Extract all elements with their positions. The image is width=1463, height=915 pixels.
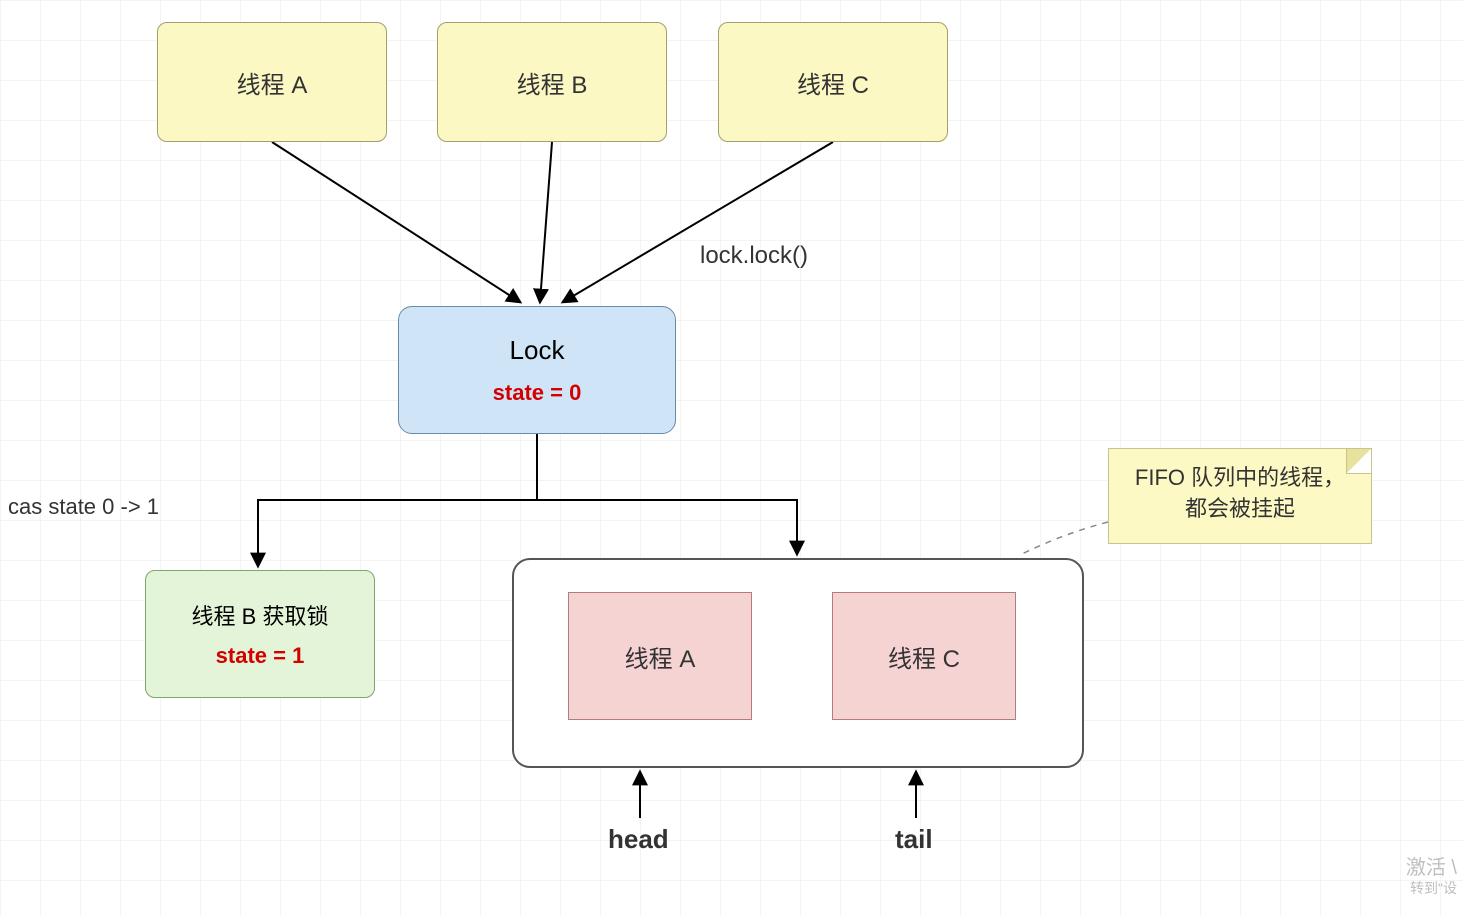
node-thread-c: 线程 C [718,22,948,142]
note-line2: 都会被挂起 [1127,494,1353,525]
edge-b_to_lock [540,142,552,302]
node-queue-thread-a: 线程 A [568,592,752,720]
node-thread-c-label: 线程 C [797,65,869,100]
edge-note_dash [1020,522,1108,555]
node-queue-c-label: 线程 C [888,639,960,674]
label-head: head [608,824,669,855]
node-lock-title: Lock [510,335,565,366]
edge-a_to_lock [272,142,520,302]
node-queue-thread-c: 线程 C [832,592,1016,720]
watermark: 激活 \ 转到"设 [1406,856,1457,897]
note-line1: FIFO 队列中的线程， [1127,463,1353,494]
label-cas-state: cas state 0 -> 1 [8,494,159,520]
node-lock-state: state = 0 [493,380,582,406]
diagram-canvas: 线程 A 线程 B 线程 C Lock state = 0 线程 B 获取锁 s… [0,0,1463,915]
node-lock: Lock state = 0 [398,306,676,434]
node-queue-a-label: 线程 A [625,639,696,674]
edge-lock_to_acq [258,434,537,566]
node-acquired-state: state = 1 [216,643,305,669]
note-fifo-suspended: FIFO 队列中的线程， 都会被挂起 [1108,448,1372,544]
watermark-line2: 转到"设 [1406,880,1457,897]
node-thread-a-label: 线程 A [237,65,308,100]
node-thread-a: 线程 A [157,22,387,142]
node-thread-b-label: 线程 B [517,65,588,100]
label-tail: tail [895,824,933,855]
watermark-line1: 激活 \ [1406,856,1457,880]
node-acquired-lock: 线程 B 获取锁 state = 1 [145,570,375,698]
node-thread-b: 线程 B [437,22,667,142]
label-lock-call: lock.lock() [700,242,808,270]
node-acquired-title: 线程 B 获取锁 [192,599,329,631]
edge-c_to_lock [563,142,833,302]
edge-lock_to_queue [537,434,797,554]
